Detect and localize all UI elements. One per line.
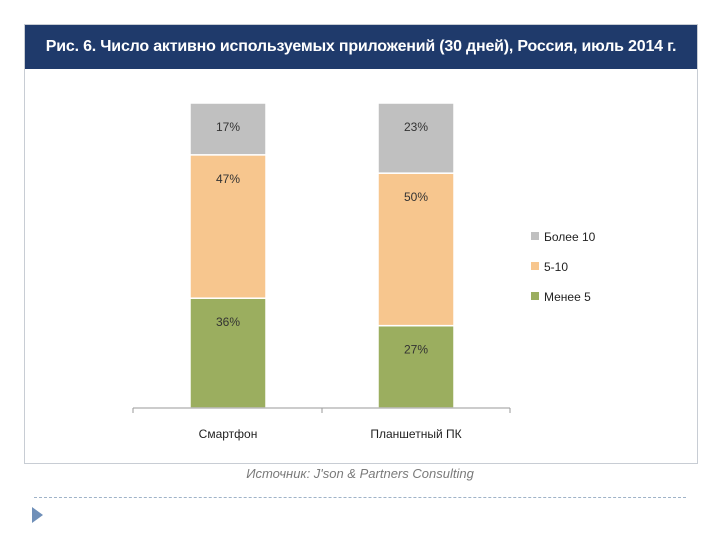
- data-label-smartphone-less-than-5: 36%: [216, 315, 240, 329]
- bar-segment-tablet-more-than-10: [377, 102, 455, 174]
- bar-segment-smartphone-less-than-5: [189, 297, 267, 409]
- legend-swatch-less-than-5: [531, 292, 539, 300]
- chart-title: Рис. 6. Число активно используемых прило…: [25, 25, 697, 69]
- legend-swatch-more-than-10: [531, 232, 539, 240]
- data-label-smartphone-more-than-10: 17%: [216, 120, 240, 134]
- next-slide-arrow-icon[interactable]: [32, 507, 43, 523]
- bar-segment-smartphone-5-to-10: [189, 154, 267, 299]
- data-label-tablet-5-to-10: 50%: [404, 190, 428, 204]
- data-label-tablet-less-than-5: 27%: [404, 343, 428, 357]
- source-note: Источник: J'son & Partners Consulting: [246, 466, 474, 481]
- legend-swatch-5-to-10: [531, 262, 539, 270]
- legend-label-more-than-10: Более 10: [544, 230, 596, 244]
- bar-segment-smartphone-more-than-10: [189, 102, 267, 156]
- data-label-smartphone-5-to-10: 47%: [216, 172, 240, 186]
- legend-label-5-to-10: 5-10: [544, 260, 568, 274]
- data-label-tablet-more-than-10: 23%: [404, 120, 428, 134]
- x-tick-label-tablet: Планшетный ПК: [370, 427, 461, 441]
- chart-frame: Рис. 6. Число активно используемых прило…: [24, 24, 698, 464]
- legend-label-less-than-5: Менее 5: [544, 290, 591, 304]
- bar-segment-tablet-less-than-5: [377, 324, 455, 409]
- x-tick-label-smartphone: Смартфон: [199, 427, 258, 441]
- bar-segment-tablet-5-to-10: [377, 172, 455, 327]
- footer-divider: [34, 497, 686, 498]
